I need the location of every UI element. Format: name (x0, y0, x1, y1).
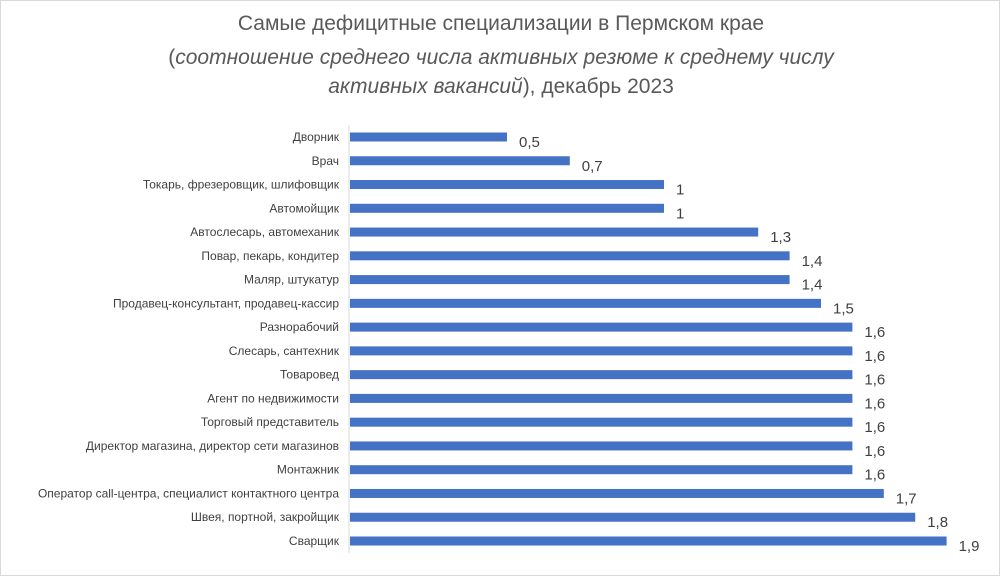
data-label: 1,6 (864, 348, 885, 365)
category-label: Слесарь, сантехник (229, 344, 340, 358)
data-label: 1 (676, 205, 684, 222)
bar (350, 298, 821, 308)
chart-title-line3-rest: ), декабрь 2023 (522, 75, 674, 98)
data-label: 1,5 (833, 300, 854, 317)
bar (350, 251, 790, 261)
bar (350, 227, 759, 237)
category-label: Дворник (293, 130, 340, 144)
bar (350, 275, 790, 285)
data-label: 1,6 (864, 372, 885, 389)
chart-title-line1: Самые дефицитные специализации в Пермско… (237, 12, 765, 35)
category-label: Разнорабочий (260, 320, 339, 334)
bar (350, 370, 853, 380)
data-label: 1,4 (802, 277, 823, 294)
data-label: 1,6 (864, 419, 885, 436)
data-label: 1,9 (959, 538, 980, 555)
category-label: Автомойщик (269, 201, 339, 215)
data-label: 1,4 (802, 253, 823, 270)
chart-title-line2: (соотношение среднего числа активных рез… (168, 46, 834, 69)
category-label: Повар, пекарь, кондитер (201, 249, 339, 263)
category-label: Монтажник (277, 463, 340, 477)
data-label: 0,5 (519, 134, 540, 151)
data-label: 1,7 (896, 490, 917, 507)
category-label: Товаровед (280, 368, 339, 382)
category-label: Автослесарь, автомеханик (190, 225, 339, 239)
bar (350, 322, 853, 332)
category-label: Сварщик (289, 534, 340, 548)
category-label: Маляр, штукатур (244, 273, 339, 287)
bar (350, 393, 853, 403)
bar (350, 441, 853, 451)
bar (350, 536, 947, 546)
data-label: 1,6 (864, 395, 885, 412)
data-label: 1,6 (864, 443, 885, 460)
bar (350, 465, 853, 475)
category-label: Токарь, фрезеровщик, шлифовщик (143, 178, 340, 192)
chart-title-line2-italic: соотношение среднего числа активных резю… (175, 46, 834, 69)
data-label: 1,6 (864, 467, 885, 484)
bar (350, 156, 570, 166)
category-label: Швея, портной, закройщик (191, 510, 340, 524)
data-label: 1,3 (770, 229, 791, 246)
bar (350, 203, 664, 213)
chart-title-line3: активных вакансий), декабрь 2023 (1, 74, 999, 100)
bar (350, 180, 664, 190)
category-label: Директор магазина, директор сети магазин… (86, 439, 339, 453)
bar (350, 346, 853, 356)
bar (350, 417, 853, 427)
data-label: 0,7 (582, 158, 603, 175)
category-label: Оператор call-центра, специалист контакт… (38, 486, 339, 500)
bar (350, 488, 884, 498)
category-label: Торговый представитель (201, 415, 339, 429)
category-label: Агент по недвижимости (207, 391, 339, 405)
category-label: Врач (312, 154, 339, 168)
data-label: 1,8 (927, 514, 948, 531)
bar (350, 132, 507, 142)
bar (350, 512, 916, 522)
data-label: 1 (676, 182, 684, 199)
data-label: 1,6 (864, 324, 885, 341)
chart-title-line3-italic: активных вакансий (328, 75, 523, 98)
category-label: Продавец-консультант, продавец-кассир (113, 296, 339, 310)
